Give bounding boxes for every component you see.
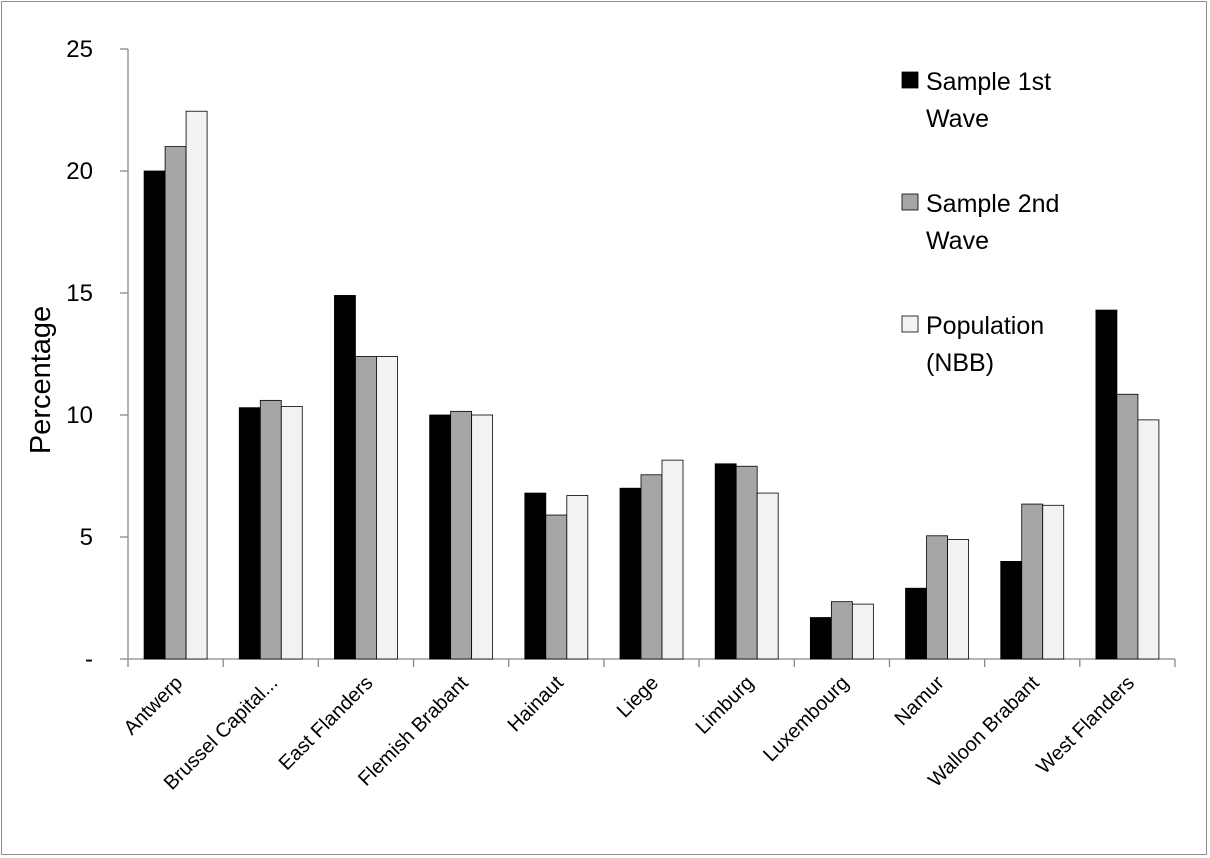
bar bbox=[756, 492, 779, 660]
bar bbox=[1116, 393, 1139, 660]
bar bbox=[450, 410, 473, 660]
y-tick-label: 20 bbox=[66, 158, 93, 185]
bar bbox=[376, 356, 398, 660]
x-tick-label: Namur bbox=[891, 672, 949, 730]
bar bbox=[1042, 504, 1065, 660]
y-tick-label: 15 bbox=[66, 280, 93, 307]
x-tick-label: Antwerp bbox=[120, 672, 187, 739]
bar bbox=[259, 399, 282, 660]
bar bbox=[334, 295, 356, 660]
y-tick-label: 5 bbox=[80, 524, 93, 551]
bar bbox=[830, 601, 853, 660]
legend-label: Population (NBB) bbox=[926, 312, 1044, 377]
bar bbox=[185, 110, 208, 660]
bar bbox=[280, 406, 303, 660]
bar bbox=[471, 414, 494, 660]
bar bbox=[851, 603, 874, 660]
bar bbox=[735, 465, 758, 660]
legend-swatch bbox=[901, 193, 919, 211]
bar bbox=[640, 474, 663, 660]
bar bbox=[164, 146, 187, 660]
legend-swatch bbox=[901, 71, 919, 89]
bar bbox=[1095, 309, 1118, 660]
bar bbox=[661, 459, 684, 660]
x-tick-label: Limburg bbox=[692, 672, 759, 739]
bar bbox=[714, 463, 737, 660]
bar bbox=[905, 587, 927, 660]
bar bbox=[1137, 419, 1160, 660]
bar bbox=[1021, 503, 1044, 660]
bar bbox=[524, 492, 547, 660]
x-tick-label: Liege bbox=[613, 672, 663, 722]
y-tick-label: - bbox=[85, 646, 93, 673]
bar bbox=[809, 617, 832, 660]
legend-label: Sample 1st Wave bbox=[926, 68, 1051, 133]
bar bbox=[143, 170, 166, 660]
bar bbox=[619, 487, 642, 660]
bars bbox=[143, 110, 1160, 660]
bar bbox=[926, 535, 948, 660]
bar bbox=[545, 514, 568, 660]
y-tick-label: 10 bbox=[66, 402, 93, 429]
x-tick-label: West Flanders bbox=[1032, 672, 1138, 778]
bar bbox=[238, 407, 261, 660]
x-tick-label: Hainaut bbox=[504, 672, 569, 737]
legend: Sample 1st Wave Sample 2nd Wave Population (N… bbox=[901, 68, 1059, 377]
bar bbox=[947, 539, 969, 660]
legend-swatch bbox=[901, 315, 919, 333]
y-tick-label: 25 bbox=[66, 36, 93, 63]
x-tick-label: East Flanders bbox=[275, 672, 378, 775]
y-axis-title: Percentage bbox=[25, 306, 57, 454]
x-tick-label: Luxembourg bbox=[759, 672, 853, 766]
legend-label: Sample 2nd Wave bbox=[926, 190, 1059, 255]
bar bbox=[566, 495, 589, 660]
bar bbox=[355, 356, 377, 660]
bar bbox=[1000, 561, 1023, 660]
bar bbox=[429, 414, 452, 660]
